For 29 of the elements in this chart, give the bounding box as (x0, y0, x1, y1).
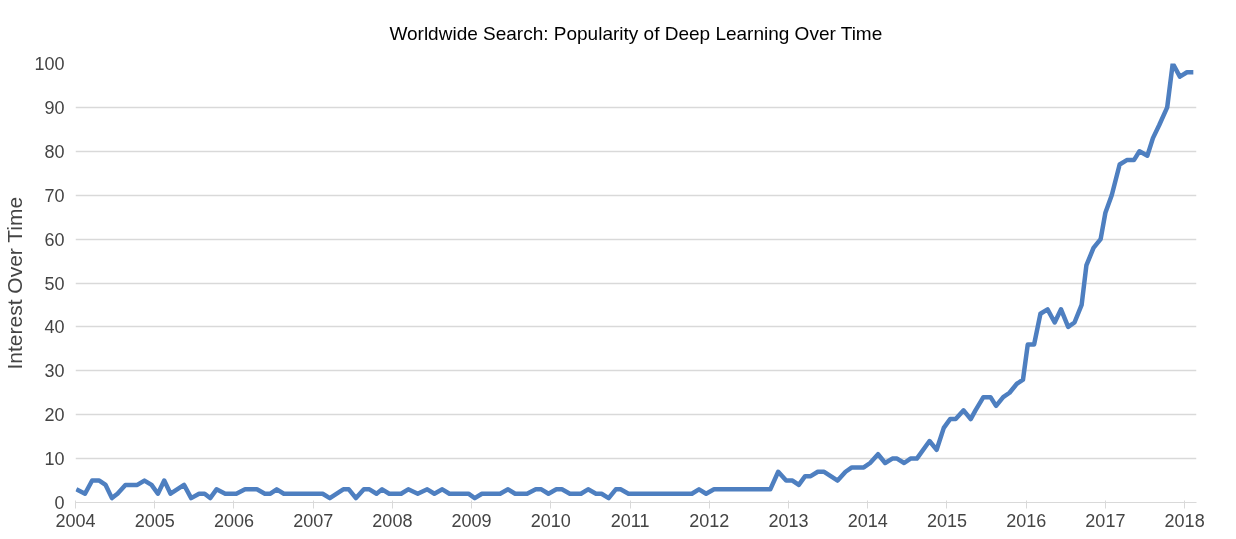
x-tick-label: 2005 (134, 510, 175, 531)
y-tick-label: 20 (44, 405, 65, 426)
x-tick-label: 2015 (926, 510, 967, 531)
x-tick-label: 2016 (1006, 510, 1047, 531)
x-tick-label: 2011 (610, 510, 650, 531)
y-tick-label: 40 (44, 317, 65, 338)
line-series (75, 63, 1196, 501)
x-tick-label: 2008 (372, 510, 413, 531)
x-tick-label: 2012 (689, 510, 730, 531)
y-tick-label: 10 (44, 449, 65, 470)
y-tick-label: 0 (54, 493, 65, 513)
chart-title: Worldwide Search: Popularity of Deep Learning Over Time (389, 22, 883, 44)
y-tick-label: 90 (44, 97, 65, 118)
y-tick-label: 80 (44, 141, 65, 162)
y-tick-label: 30 (44, 361, 65, 382)
y-tick-label: 100 (34, 54, 65, 74)
x-tick-label: 2014 (847, 510, 888, 531)
x-tick-label: 2017 (1085, 510, 1126, 531)
y-tick-label: 60 (44, 229, 65, 250)
x-tick-label: 2018 (1164, 510, 1205, 531)
x-tick-label: 2007 (293, 510, 334, 531)
x-tick-label: 2010 (530, 510, 571, 531)
y-tick-label: 70 (44, 185, 65, 206)
x-tick-label: 2006 (213, 510, 254, 531)
y-tick-label: 50 (44, 273, 65, 294)
x-tick-label: 2009 (451, 510, 492, 531)
x-tick-label: 2004 (55, 510, 96, 531)
x-tick-label: 2013 (768, 510, 809, 531)
y-axis-title: Interest Over Time (3, 196, 27, 370)
